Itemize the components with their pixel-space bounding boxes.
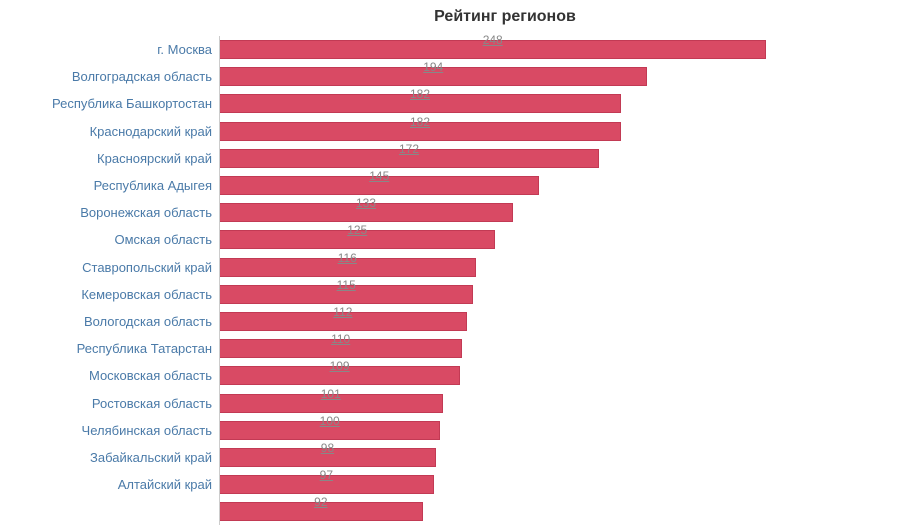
bar-value: 145 xyxy=(369,170,389,182)
bar-row: Вологодская область112 xyxy=(220,308,881,335)
bar-value: 112 xyxy=(333,306,352,318)
bar-value: 101 xyxy=(321,388,341,400)
region-label: Ростовская область xyxy=(92,397,220,410)
bar: 112 xyxy=(220,312,467,331)
bar-row: Ставропольский край116 xyxy=(220,254,881,281)
bar: 109 xyxy=(220,366,460,385)
bar: 133 xyxy=(220,203,513,222)
region-label: г. Москва xyxy=(157,43,220,56)
bar-row: Алтайский край97 xyxy=(220,471,881,498)
bar-value: 98 xyxy=(321,442,334,454)
bar: 194 xyxy=(220,67,647,86)
plot-area: г. Москва248Волгоградская область194Респ… xyxy=(219,36,881,525)
bar-row: Республика Адыгея145 xyxy=(220,172,881,199)
bar-value: 92 xyxy=(314,496,327,508)
bar-row: Воронежская область133 xyxy=(220,199,881,226)
bar: 172 xyxy=(220,149,599,168)
bar: 97 xyxy=(220,475,434,494)
bar: 116 xyxy=(220,258,476,277)
bar-row: Краснодарский край182 xyxy=(220,118,881,145)
bar: 182 xyxy=(220,94,621,113)
region-label: Волгоградская область xyxy=(72,70,220,83)
bar: 98 xyxy=(220,448,436,467)
bar-row: Забайкальский край98 xyxy=(220,444,881,471)
bar-value: 125 xyxy=(347,224,367,236)
region-label: Челябинская область xyxy=(82,424,220,437)
bar-value: 97 xyxy=(320,469,333,481)
bar-value: 182 xyxy=(410,88,430,100)
bar-value: 115 xyxy=(337,279,356,291)
region-label: Кемеровская область xyxy=(81,288,220,301)
region-label: Ставропольский край xyxy=(82,261,220,274)
region-label: Республика Татарстан xyxy=(77,342,220,355)
bar-value: 194 xyxy=(423,61,443,73)
bar-row: Омская область125 xyxy=(220,226,881,253)
bar-row: Кемеровская область115 xyxy=(220,281,881,308)
bar-row: 92 xyxy=(220,498,881,525)
bar: 125 xyxy=(220,230,495,249)
bar: 182 xyxy=(220,122,621,141)
region-label: Алтайский край xyxy=(118,478,220,491)
bar-value: 248 xyxy=(483,34,503,46)
bar-row: Республика Башкортостан182 xyxy=(220,90,881,117)
bar: 110 xyxy=(220,339,462,358)
bar-row: г. Москва248 xyxy=(220,36,881,63)
bar: 100 xyxy=(220,421,440,440)
region-label: Воронежская область xyxy=(80,206,220,219)
bar-row: Московская область109 xyxy=(220,362,881,389)
bar-value: 109 xyxy=(330,360,350,372)
bar-value: 172 xyxy=(399,143,419,155)
bar-value: 116 xyxy=(338,252,357,264)
chart-title: Рейтинг регионов xyxy=(4,8,906,26)
bar: 115 xyxy=(220,285,473,304)
bar-row: Ростовская область101 xyxy=(220,389,881,416)
bar: 248 xyxy=(220,40,766,59)
chart-container: Рейтинг регионов г. Москва248Волгоградск… xyxy=(0,0,910,525)
region-label: Забайкальский край xyxy=(90,451,220,464)
bar-value: 182 xyxy=(410,116,430,128)
bar-row: Челябинская область100 xyxy=(220,417,881,444)
bar-value: 133 xyxy=(356,197,376,209)
region-label: Омская область xyxy=(114,233,220,246)
region-label: Красноярский край xyxy=(97,152,220,165)
bar-row: Республика Татарстан110 xyxy=(220,335,881,362)
bar-value: 100 xyxy=(320,415,340,427)
bar-row: Волгоградская область194 xyxy=(220,63,881,90)
region-label: Вологодская область xyxy=(84,315,220,328)
region-label: Республика Адыгея xyxy=(94,179,220,192)
bar: 101 xyxy=(220,394,443,413)
bar: 145 xyxy=(220,176,539,195)
region-label: Краснодарский край xyxy=(90,125,220,138)
region-label: Республика Башкортостан xyxy=(52,97,220,110)
bar-value: 110 xyxy=(331,333,350,345)
region-label: Московская область xyxy=(89,369,220,382)
bar: 92 xyxy=(220,502,423,521)
bar-row: Красноярский край172 xyxy=(220,145,881,172)
